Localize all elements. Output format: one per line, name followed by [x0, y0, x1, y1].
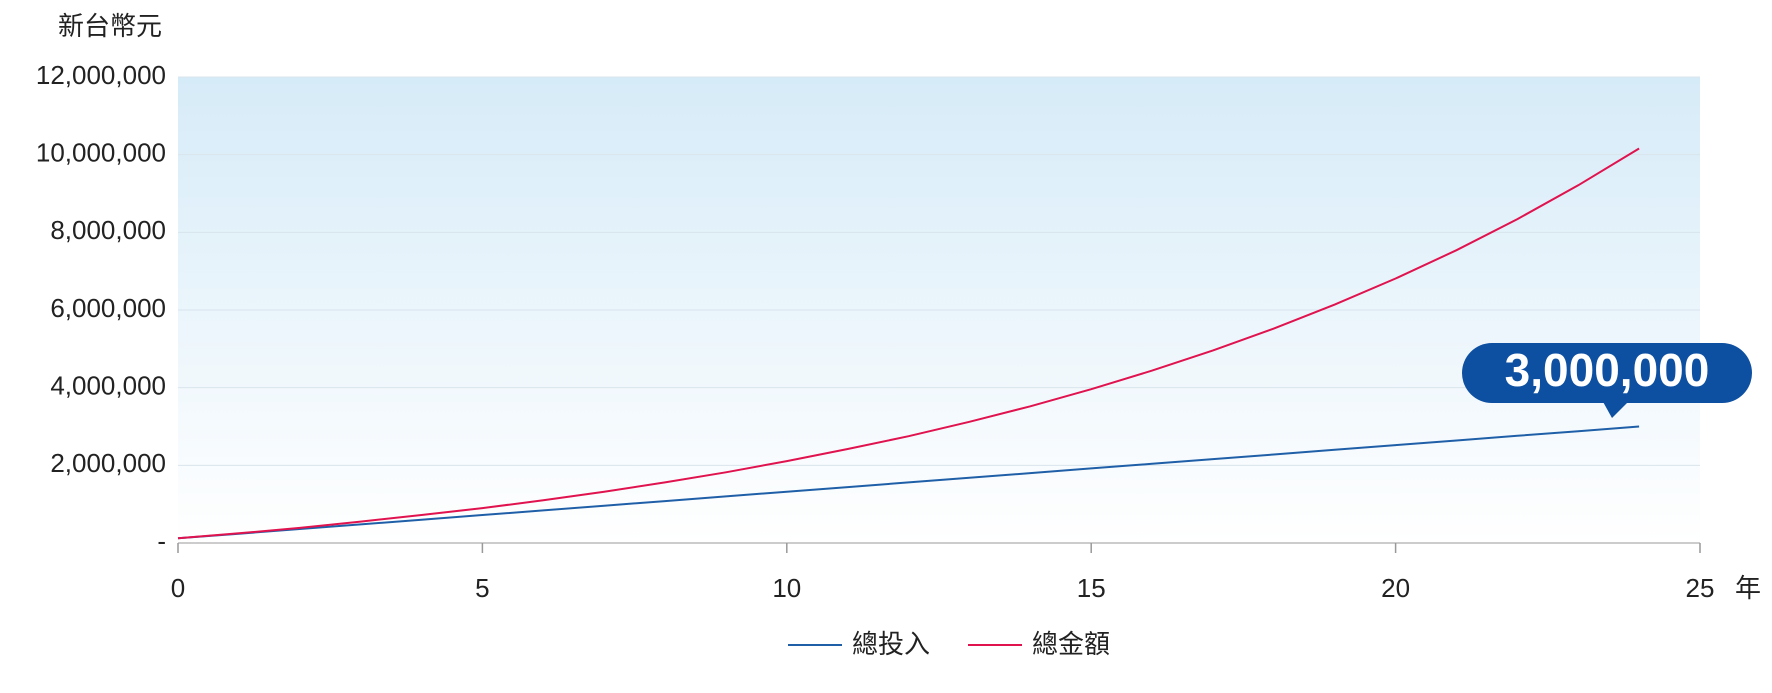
y-tick-label: 10,000,000	[36, 138, 166, 168]
annotation-pointer	[1602, 400, 1630, 418]
legend-label: 總投入	[852, 629, 930, 659]
y-axis-title: 新台幣元	[58, 11, 162, 41]
x-axis-title: 年	[1735, 573, 1761, 603]
x-tick-label: 20	[1381, 573, 1410, 603]
series-line	[177, 147, 1640, 540]
legend-label: 總金額	[1032, 629, 1110, 659]
y-tick-label: 8,000,000	[50, 215, 166, 245]
y-tick-label: 4,000,000	[50, 371, 166, 401]
annotation-bubble	[1462, 343, 1752, 403]
y-tick-label: 2,000,000	[50, 448, 166, 478]
x-tick-label: 15	[1077, 573, 1106, 603]
x-tick-label: 25	[1686, 573, 1715, 603]
y-tick-label: 6,000,000	[50, 293, 166, 323]
x-tick-label: 0	[171, 573, 185, 603]
series-line	[177, 425, 1640, 540]
y-tick-label: -	[157, 526, 166, 556]
y-tick-label: 12,000,000	[36, 60, 166, 90]
x-tick-label: 10	[772, 573, 801, 603]
x-tick-label: 5	[475, 573, 489, 603]
annotation-label: 3,000,000	[1505, 344, 1710, 396]
